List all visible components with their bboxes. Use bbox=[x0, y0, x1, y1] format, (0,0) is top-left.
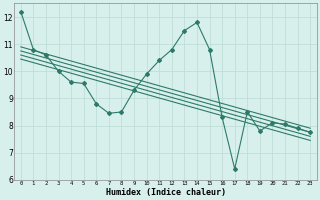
X-axis label: Humidex (Indice chaleur): Humidex (Indice chaleur) bbox=[106, 188, 226, 197]
